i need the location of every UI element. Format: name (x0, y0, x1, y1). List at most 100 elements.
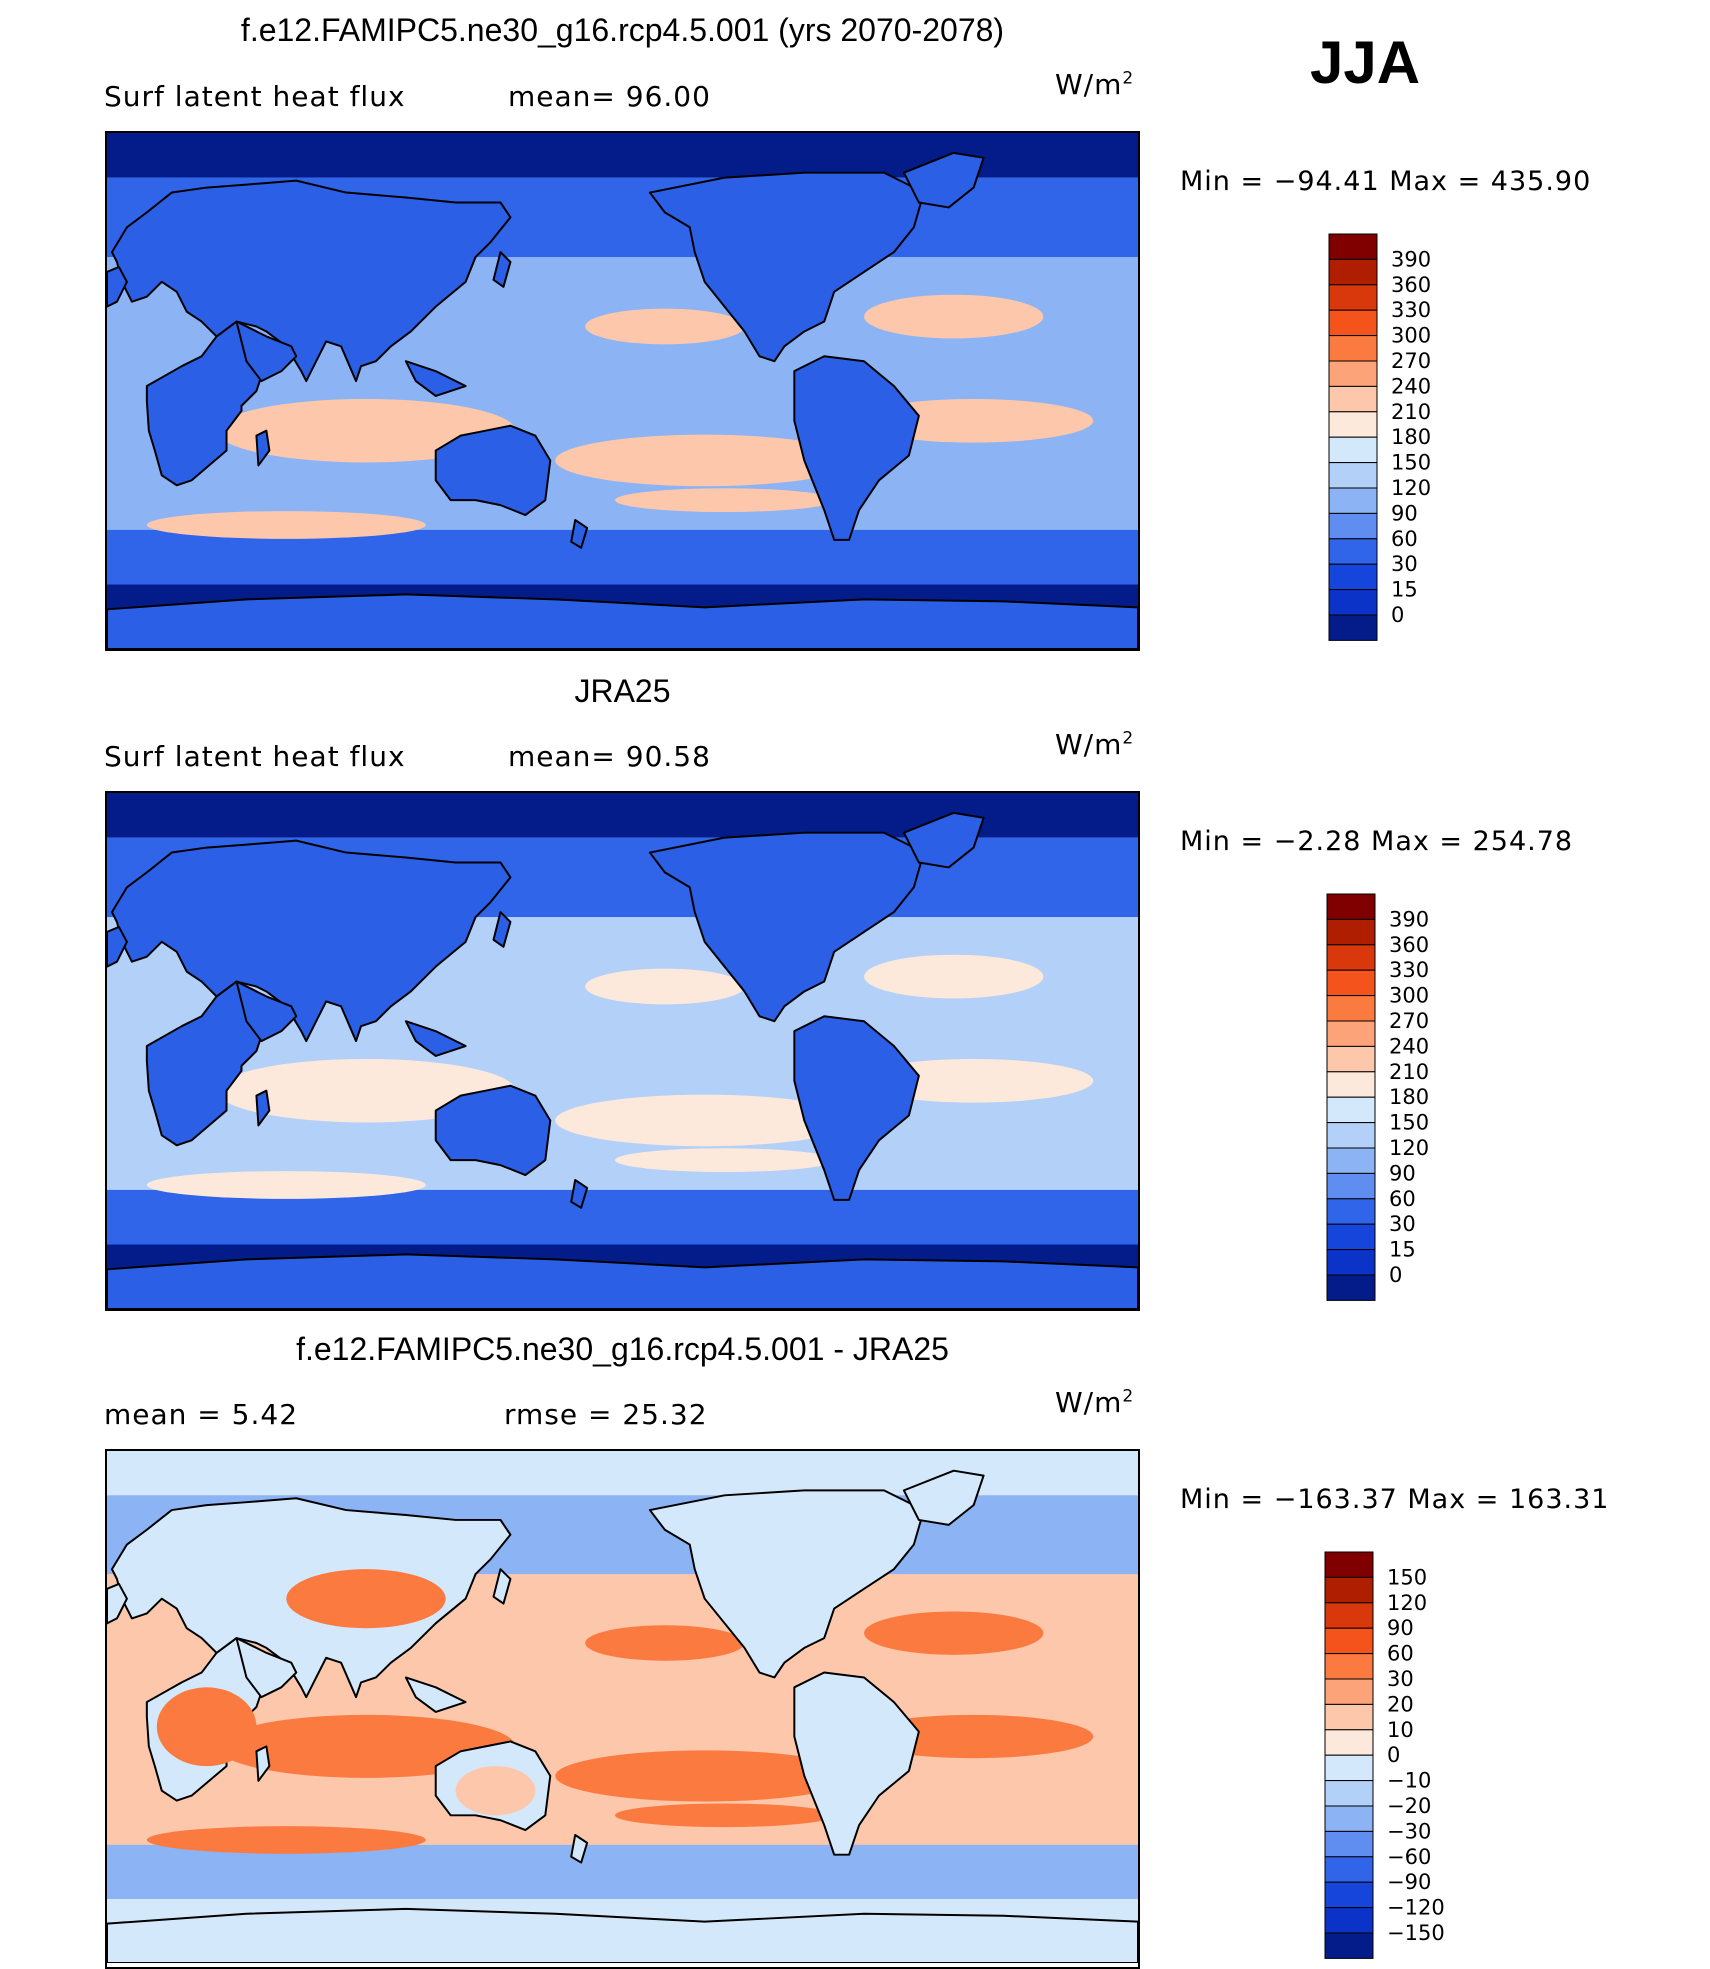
field-band (107, 1451, 1138, 1496)
field-maximum (555, 1750, 855, 1802)
panel-title-diff: f.e12.FAMIPC5.ne30_g16.rcp4.5.001 - JRA2… (296, 1331, 949, 1367)
coastline-antarctica (107, 1253, 1138, 1309)
colorbar-swatch (1326, 1147, 1376, 1174)
colorbar-swatch (1326, 893, 1376, 920)
colorbar-swatch (1324, 1627, 1374, 1655)
colorbar-swatch (1324, 1856, 1374, 1883)
coastline-arabia (235, 980, 298, 1043)
colorbar-swatch (1328, 258, 1378, 286)
colorbar-label: 120 (1387, 1591, 1427, 1615)
colorbar-swatch (1324, 1830, 1374, 1858)
colorbar-obs: 390 360 330 300 270 240 210 180 150 120 90 60 30 15 0 (1325, 892, 1475, 1302)
coastline-australia (434, 424, 552, 517)
coastline-madagascar (255, 1745, 271, 1782)
coastline-madagascar (255, 429, 271, 467)
coastline-southamerica (793, 1671, 920, 1856)
map-diff (105, 1449, 1140, 1969)
colorbar-label: 90 (1389, 1161, 1416, 1185)
colorbar-label: 120 (1391, 476, 1431, 500)
colorbar-swatch (1328, 487, 1378, 514)
colorbar-swatch (1328, 385, 1378, 413)
panel-title-obs: JRA25 (574, 673, 671, 709)
coastline-arabia (235, 320, 298, 383)
map-obs (105, 791, 1140, 1311)
season-label: JJA (1310, 29, 1421, 96)
colorbar-label: 90 (1387, 1616, 1414, 1640)
colorbar-label: 180 (1389, 1085, 1429, 1109)
colorbar-swatch (1326, 1249, 1376, 1276)
field-maximum (864, 1611, 1044, 1655)
coastline-newzealand (570, 519, 589, 549)
colorbar-label: 210 (1389, 1060, 1429, 1084)
field-maximum (555, 434, 855, 487)
colorbar-label: −150 (1387, 1921, 1445, 1945)
colorbar-swatch (1324, 1907, 1374, 1934)
land-anomaly (455, 1766, 536, 1816)
colorbar-swatch (1324, 1653, 1374, 1680)
colorbar-label: 330 (1389, 958, 1429, 982)
panel-mean-model: mean= 96.00 (508, 80, 711, 113)
coastline-antarctica (107, 1907, 1138, 1963)
panel-units-diff: W/m2 (1055, 1386, 1135, 1419)
panel-mean-diff: mean = 5.42 (104, 1398, 299, 1431)
colorbar-label: 60 (1387, 1642, 1414, 1666)
colorbar-swatch (1328, 462, 1378, 489)
colorbar-swatch (1328, 309, 1378, 337)
colorbar-label: 120 (1389, 1136, 1429, 1160)
colorbar-swatch (1328, 512, 1378, 540)
map-model (105, 131, 1140, 651)
colorbar-swatch (1328, 563, 1378, 591)
colorbar-label: 30 (1389, 1212, 1416, 1236)
field-maximum (146, 511, 426, 539)
colorbar-swatch (1326, 1071, 1376, 1098)
colorbar-label: 240 (1389, 1034, 1429, 1058)
colorbar-label: 240 (1391, 374, 1431, 398)
colorbar-swatch (1328, 436, 1378, 464)
colorbar-label: −20 (1387, 1794, 1431, 1818)
coastline-newzealand (570, 1834, 589, 1864)
field-maximum (864, 294, 1044, 339)
coastline-southamerica (793, 355, 920, 541)
panel-rmse-diff: rmse = 25.32 (504, 1398, 708, 1431)
colorbar-label: 150 (1389, 1111, 1429, 1135)
colorbar-label: 90 (1391, 501, 1418, 525)
colorbar-label: 10 (1387, 1718, 1414, 1742)
colorbar-diff: 150 120 90 60 30 20 10 0 −10 −20 −30 −60 −90 −120 −150 (1323, 1550, 1473, 1960)
colorbar-label: 150 (1387, 1565, 1427, 1589)
colorbar-label: 60 (1389, 1187, 1416, 1211)
coastline-antarctica (107, 593, 1138, 649)
colorbar-swatch (1324, 1754, 1374, 1782)
panel-title-model: f.e12.FAMIPC5.ne30_g16.rcp4.5.001 (yrs 2… (240, 12, 1005, 48)
colorbar-label: 30 (1387, 1667, 1414, 1691)
colorbar-swatch (1326, 1198, 1376, 1225)
colorbar-label: 30 (1391, 552, 1418, 576)
minmax-obs: Min = −2.28 Max = 254.78 (1180, 826, 1574, 857)
colorbar-swatch (1324, 1805, 1374, 1832)
colorbar-label: 180 (1391, 425, 1431, 449)
coastline-indonesia (404, 360, 467, 397)
colorbar-model: 390 360 330 300 270 240 210 180 150 120 90 60 30 15 0 (1327, 232, 1477, 642)
colorbar-swatch (1326, 969, 1376, 997)
panel-mean-obs: mean= 90.58 (508, 740, 711, 773)
colorbar-swatch (1328, 411, 1378, 438)
colorbar-swatch (1328, 614, 1378, 641)
colorbar-label: 270 (1391, 349, 1431, 373)
colorbar-swatch (1324, 1576, 1374, 1604)
field-maximum (146, 1171, 426, 1199)
panel-units-model: W/m2 (1055, 68, 1135, 101)
colorbar-swatch (1326, 1020, 1376, 1047)
colorbar-swatch (1326, 944, 1376, 971)
colorbar-swatch (1326, 1122, 1376, 1149)
colorbar-swatch (1328, 284, 1378, 311)
colorbar-label: 20 (1387, 1692, 1414, 1716)
colorbar-label: 60 (1391, 527, 1418, 551)
coastline-indonesia (404, 1020, 467, 1057)
coastline-westeurope (107, 925, 128, 968)
colorbar-swatch (1324, 1602, 1374, 1629)
coastline-japan (492, 251, 512, 288)
field-maximum (146, 1826, 426, 1854)
coastline-japan (492, 1568, 512, 1605)
coastline-southamerica (793, 1015, 920, 1201)
colorbar-label: 0 (1391, 603, 1404, 627)
colorbar-label: −10 (1387, 1769, 1431, 1793)
